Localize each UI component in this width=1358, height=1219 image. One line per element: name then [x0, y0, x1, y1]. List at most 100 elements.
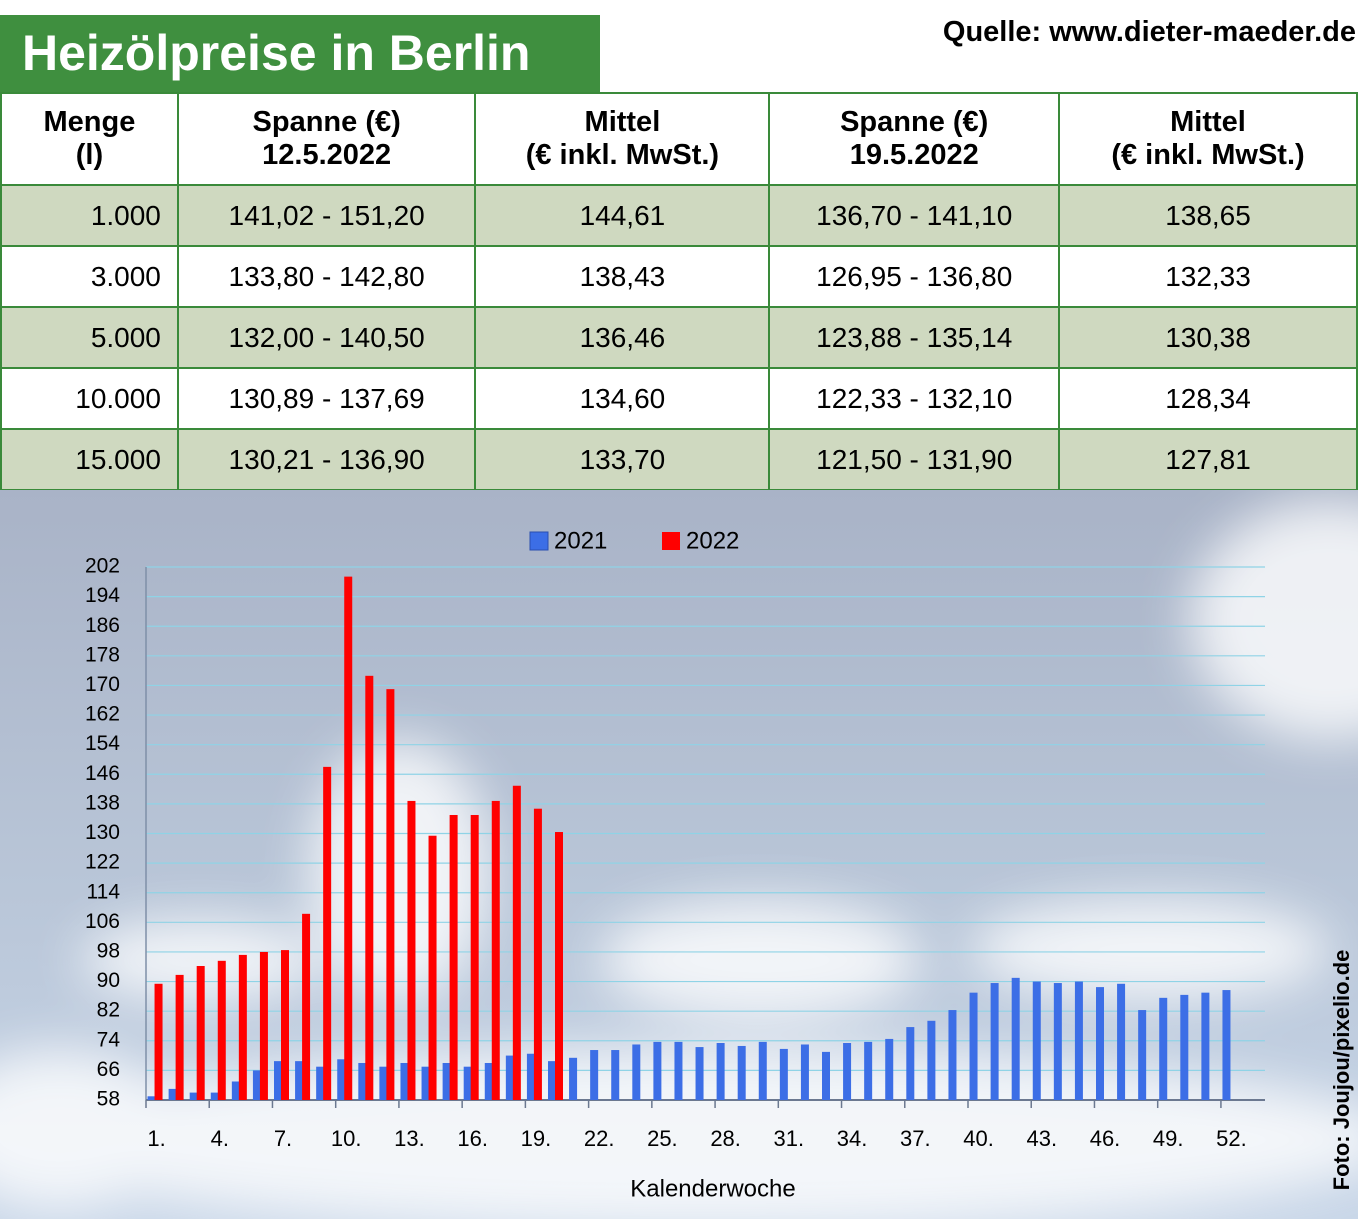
- header-line: (l): [75, 139, 104, 171]
- header-line: Mittel: [584, 106, 661, 138]
- y-tick-label: 194: [85, 584, 120, 607]
- bar: [1074, 981, 1083, 1100]
- bar: [969, 992, 978, 1100]
- column-header: Spanne (€) 19.5.2022: [768, 92, 1061, 186]
- header-line: Menge: [43, 106, 136, 138]
- bar: [281, 950, 289, 1100]
- x-tick-label: 7.: [274, 1126, 292, 1151]
- legend-label: 2022: [686, 527, 739, 554]
- cell: 138,65: [1058, 184, 1358, 247]
- y-tick-label: 138: [85, 791, 120, 814]
- cell: 134,60: [474, 367, 771, 430]
- cell: 132,00 - 140,50: [176, 306, 477, 369]
- bar: [885, 1038, 894, 1100]
- bar: [526, 1053, 535, 1100]
- table-row: 1.000 141,02 - 151,20 144,61 136,70 - 141,1…: [0, 184, 1358, 247]
- y-tick-label: 162: [85, 703, 120, 726]
- bar: [674, 1041, 683, 1100]
- bar: [779, 1048, 788, 1100]
- y-tick-label: 202: [85, 555, 120, 578]
- x-tick-label: 37.: [900, 1126, 931, 1151]
- cell: 136,70 - 141,10: [768, 184, 1061, 247]
- bar: [407, 800, 416, 1100]
- y-tick-label: 122: [85, 851, 120, 874]
- bar: [548, 1061, 556, 1100]
- title: Heizölpreise in Berlin: [0, 15, 600, 92]
- cell: 144,61: [474, 184, 771, 247]
- bar: [632, 1044, 641, 1100]
- cell: 130,21 - 136,90: [176, 428, 477, 491]
- y-tick-label: 186: [85, 614, 120, 637]
- bar: [491, 800, 500, 1100]
- x-tick-label: 22.: [584, 1126, 615, 1151]
- bar: [569, 1057, 578, 1100]
- bar: [737, 1045, 746, 1100]
- bar: [463, 1066, 472, 1100]
- bar: [231, 1081, 240, 1100]
- price-table: Menge (l) Spanne (€) 12.5.2022 Mittel (€ inkl…: [0, 92, 1358, 491]
- y-tick-label: 154: [85, 732, 120, 755]
- bar: [302, 913, 311, 1100]
- bar: [274, 1061, 282, 1100]
- header-line: Spanne (€): [252, 106, 401, 138]
- bar: [1053, 983, 1062, 1100]
- cell: 126,95 - 136,80: [768, 245, 1061, 308]
- table-row: 3.000 133,80 - 142,80 138,43 126,95 - 136,8…: [0, 245, 1358, 308]
- x-axis-label: Kalenderwoche: [630, 1175, 795, 1202]
- x-tick-label: 46.: [1090, 1126, 1121, 1151]
- legend-swatch: [662, 532, 680, 550]
- bar: [906, 1027, 915, 1100]
- x-tick-label: 16.: [457, 1126, 488, 1151]
- header-row: Menge (l) Spanne (€) 12.5.2022 Mittel (€ inkl…: [0, 92, 1358, 186]
- cell: 128,34: [1058, 367, 1358, 430]
- column-header: Mittel (€ inkl. MwSt.): [474, 92, 771, 186]
- table-row: 10.000 130,89 - 137,69 134,60 122,33 - 132,…: [0, 367, 1358, 430]
- bar: [442, 1062, 451, 1100]
- bar: [611, 1050, 620, 1100]
- y-tick-label: 170: [85, 673, 120, 696]
- x-tick-label: 49.: [1153, 1126, 1184, 1151]
- cell: 10.000: [0, 367, 179, 430]
- x-tick-label: 10.: [331, 1126, 362, 1151]
- bar: [990, 983, 999, 1100]
- column-header: Mittel (€ inkl. MwSt.): [1058, 92, 1358, 186]
- x-tick-label: 1.: [147, 1126, 165, 1151]
- legend-swatch: [529, 531, 549, 551]
- column-header: Menge (l): [0, 92, 179, 186]
- bar: [1032, 981, 1041, 1100]
- cell: 122,33 - 132,10: [768, 367, 1061, 430]
- bar: [421, 1066, 430, 1100]
- legend-label: 2021: [554, 527, 607, 554]
- header-line: 12.5.2022: [262, 139, 392, 171]
- bar: [337, 1059, 346, 1100]
- bar: [843, 1042, 852, 1100]
- cell: 133,70: [474, 428, 771, 491]
- header-line: Mittel: [1170, 106, 1246, 138]
- y-tick-label: 114: [87, 880, 121, 903]
- y-tick-label: 178: [85, 643, 120, 666]
- bar: [238, 954, 247, 1100]
- bar: [189, 1092, 198, 1100]
- bar: [428, 835, 437, 1100]
- cell: 141,02 - 151,20: [176, 184, 477, 247]
- bar: [259, 951, 268, 1100]
- bar: [323, 766, 332, 1100]
- cell: 127,81: [1058, 428, 1358, 491]
- cell: 121,50 - 131,90: [768, 428, 1061, 491]
- y-tick-label: 74: [97, 1028, 121, 1051]
- y-tick-label: 98: [97, 939, 120, 962]
- column-header: Spanne (€) 12.5.2022: [176, 92, 477, 186]
- header-line: (€ inkl. MwSt.): [525, 139, 720, 171]
- cell: 15.000: [0, 428, 179, 491]
- bar: [365, 675, 374, 1100]
- bar: [864, 1041, 873, 1100]
- bar: [1159, 997, 1168, 1100]
- x-tick-label: 43.: [1026, 1126, 1057, 1151]
- bar: [175, 974, 184, 1100]
- bar: [1180, 994, 1189, 1100]
- y-tick-label: 82: [97, 999, 120, 1022]
- bar: [210, 1092, 219, 1100]
- y-tick-label: 106: [85, 910, 120, 933]
- bar: [533, 808, 542, 1100]
